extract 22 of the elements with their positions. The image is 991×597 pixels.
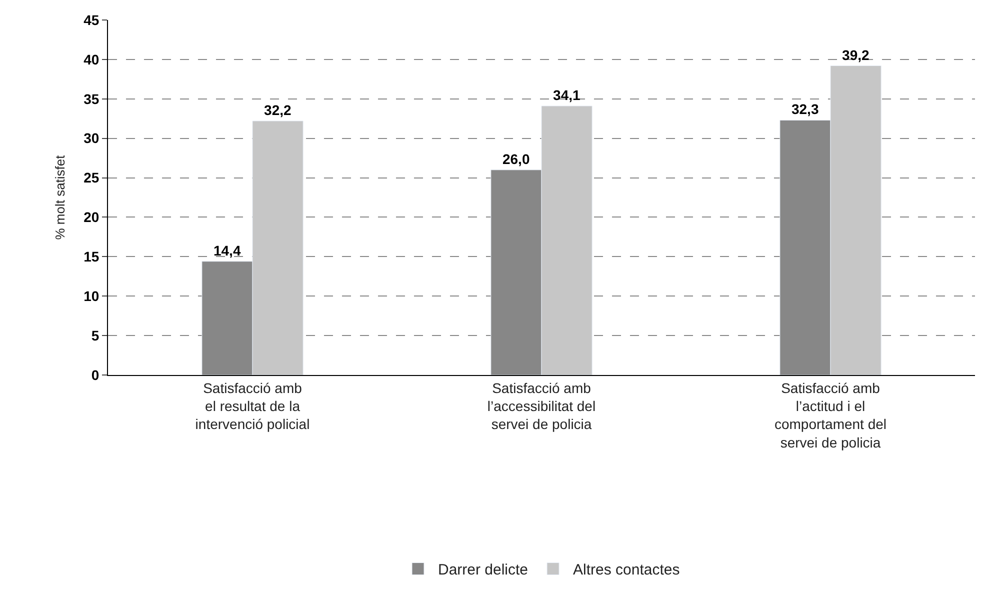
- x-tick-label: Satisfacció amb l’accessibilitat del servei de policia: [487, 380, 596, 432]
- y-tick-label: 35: [84, 90, 100, 107]
- y-tick-label: 30: [84, 130, 100, 146]
- y-axis-title: % molt satisfet: [52, 154, 68, 240]
- x-tick-label: Satisfacció amb el resultat de la intervenció policial: [195, 380, 310, 432]
- y-tick-label: 10: [84, 288, 100, 304]
- y-tick-label: 15: [84, 248, 100, 265]
- y-tick-label: 25: [84, 170, 100, 186]
- data-label: 39,2: [842, 46, 870, 63]
- y-tick-label: 20: [84, 209, 100, 226]
- data-label: 34,1: [553, 86, 581, 103]
- y-tick-label: 0: [91, 366, 100, 383]
- y-tick-label: 45: [84, 12, 100, 28]
- data-label: 14,4: [213, 242, 241, 258]
- y-tick-label: 40: [84, 51, 100, 68]
- x-tick-label: Satisfacció amb l’actitud i el comportament del servei de policia: [774, 380, 887, 450]
- data-label: 32,2: [264, 102, 292, 118]
- data-label: 26,0: [502, 150, 530, 167]
- y-tick-label: 5: [91, 327, 100, 344]
- data-label: 32,3: [791, 101, 819, 118]
- legend-label: Darrer delicte: [438, 562, 528, 579]
- legend-label: Altres contactes: [573, 562, 680, 579]
